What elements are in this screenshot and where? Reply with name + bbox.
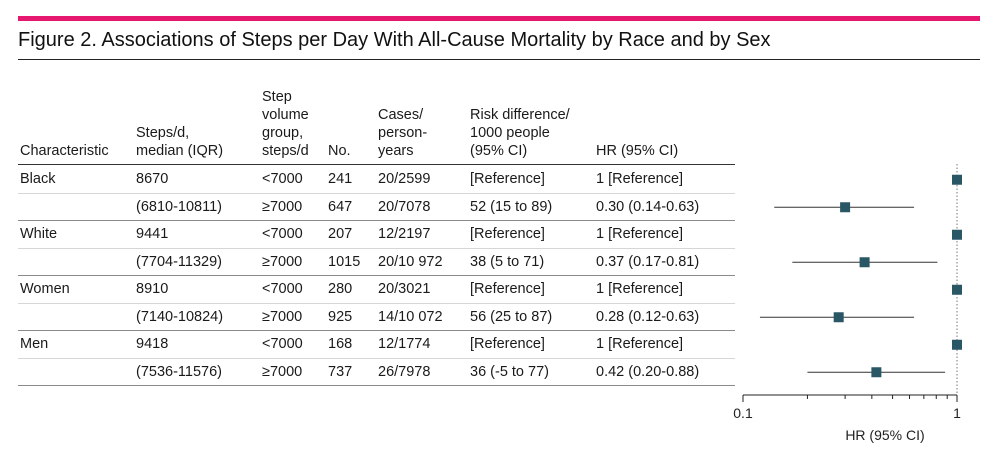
x-tick-label: 0.1 (733, 405, 753, 421)
cell-group: ≥7000 (262, 253, 303, 270)
cell-group: <7000 (262, 226, 303, 242)
cell-hr: 0.42 (0.20-0.88) (596, 363, 700, 380)
row-rule (18, 357, 735, 359)
hr-marker (952, 284, 962, 295)
cell-cases: 12/1774 (378, 336, 431, 352)
cell-group: <7000 (262, 281, 303, 297)
cell-group: <7000 (262, 336, 303, 352)
header-risk-line: (95% CI) (470, 143, 528, 159)
header-group-line: steps/d (262, 143, 309, 159)
header-no-line: No. (328, 143, 351, 159)
hr-marker (871, 367, 882, 378)
cell-steps: (7140-10824) (136, 308, 224, 325)
cell-group: ≥7000 (262, 363, 303, 380)
cell-steps: 9441 (136, 226, 169, 242)
cell-hr: 1 [Reference] (596, 336, 684, 352)
cell-cases: 20/2599 (378, 171, 431, 187)
cell-risk: [Reference] (470, 281, 545, 297)
header-cases-line: person- (378, 125, 428, 141)
cell-no: 737 (328, 363, 353, 380)
header-group-line: group, (262, 125, 304, 141)
x-tick-label: 1 (953, 405, 961, 421)
cell-hr: 0.28 (0.12-0.63) (596, 308, 700, 325)
header-cases-line: Cases/ (378, 107, 424, 123)
header-steps-line: Steps/d, (136, 125, 190, 141)
cell-risk: 38 (5 to 71) (470, 253, 545, 270)
hr-marker (952, 229, 962, 240)
cell-characteristic: Men (20, 336, 49, 352)
x-axis-label: HR (95% CI) (845, 427, 924, 443)
hr-marker (859, 257, 870, 268)
cell-cases: 26/7978 (378, 363, 431, 380)
cell-hr: 1 [Reference] (596, 226, 684, 242)
cell-cases: 20/3021 (378, 281, 431, 297)
cell-no: 925 (328, 308, 353, 325)
cell-steps: 9418 (136, 336, 169, 352)
cell-steps: 8670 (136, 171, 169, 187)
header-steps-line: median (IQR) (136, 143, 224, 159)
cell-steps: 8910 (136, 281, 169, 297)
header-risk-line: 1000 people (470, 125, 550, 141)
hr-marker (952, 174, 962, 185)
header-rule (18, 164, 735, 165)
cell-risk: 56 (25 to 87) (470, 308, 553, 325)
cell-risk: 36 (-5 to 77) (470, 363, 549, 380)
header-cases-line: years (378, 143, 414, 159)
cell-risk: 52 (15 to 89) (470, 198, 553, 215)
cell-group: <7000 (262, 171, 303, 187)
row-rule (18, 192, 735, 194)
cell-cases: 12/2197 (378, 226, 431, 242)
row-rule (18, 275, 735, 276)
cell-steps: (6810-10811) (136, 198, 222, 215)
cell-hr: 0.37 (0.17-0.81) (596, 253, 700, 270)
cell-group: ≥7000 (262, 308, 303, 325)
cell-cases: 14/10 072 (378, 308, 443, 325)
cell-no: 1015 (328, 253, 361, 270)
hr-marker (833, 312, 844, 323)
row-rule (18, 302, 735, 304)
cell-hr: 1 [Reference] (596, 281, 684, 297)
cell-cases: 20/10 972 (378, 253, 443, 270)
header-risk-line: Risk difference/ (470, 107, 570, 123)
header-characteristic-line: Characteristic (20, 143, 109, 159)
title-rule (18, 59, 980, 60)
cell-risk: [Reference] (470, 226, 545, 242)
cell-risk: [Reference] (470, 336, 545, 352)
header-group-line: volume (262, 107, 309, 123)
cell-steps: (7536-11576) (136, 363, 222, 380)
row-rule (18, 220, 735, 221)
cell-steps: (7704-11329) (136, 253, 222, 270)
row-rule (18, 330, 735, 331)
figure-title: Figure 2. Associations of Steps per Day … (18, 29, 771, 51)
cell-group: ≥7000 (262, 198, 303, 215)
cell-characteristic: Women (20, 281, 70, 297)
cell-no: 207 (328, 226, 353, 242)
hr-marker (952, 339, 962, 350)
row-rule (18, 385, 735, 386)
header-hr-line: HR (95% CI) (596, 143, 679, 159)
accent-rule (18, 16, 980, 21)
cell-no: 647 (328, 198, 353, 215)
header-group-line: Step (262, 89, 292, 105)
cell-hr: 0.30 (0.14-0.63) (596, 198, 700, 215)
cell-characteristic: White (20, 226, 58, 242)
hr-marker (840, 202, 851, 213)
cell-no: 241 (328, 171, 353, 187)
cell-hr: 1 [Reference] (596, 171, 684, 187)
cell-no: 168 (328, 336, 353, 352)
cell-risk: [Reference] (470, 171, 545, 187)
cell-no: 280 (328, 281, 353, 297)
cell-cases: 20/7078 (378, 198, 431, 215)
row-rule (18, 247, 735, 249)
cell-characteristic: Black (20, 171, 56, 187)
